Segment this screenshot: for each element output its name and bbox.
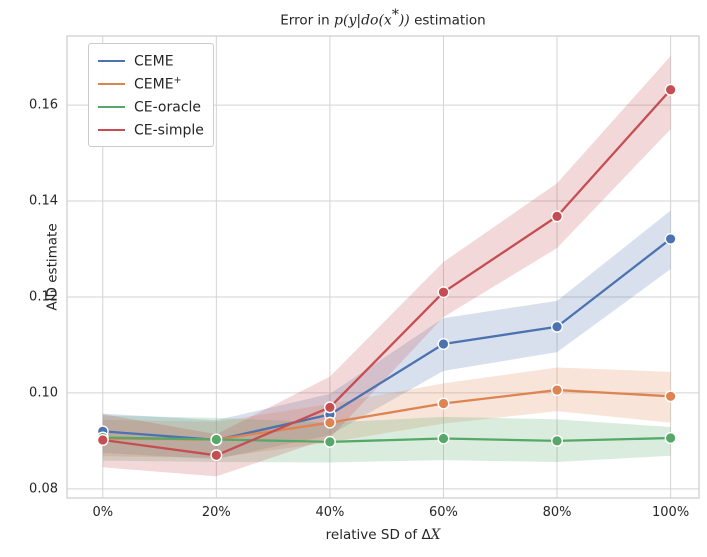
legend-label: CEME+ (134, 74, 182, 93)
chart-title: Error in p(y|do(x*)) estimation (67, 7, 699, 29)
data-point-marker (437, 432, 450, 445)
x-tick-label: 0% (92, 505, 114, 520)
data-point-marker (551, 210, 564, 223)
series-line (101, 88, 672, 457)
data-point-marker (210, 433, 223, 446)
legend-label: CE-simple (134, 122, 204, 139)
data-point-marker (323, 401, 336, 414)
legend-item-ce-oracle: CE-oracle (98, 95, 204, 118)
legend: CEME CEME+ CE-oracle CE-simple (88, 43, 214, 147)
chart-title-text: Error in (280, 12, 335, 29)
x-axis-label: relative SD of ΔX (67, 527, 699, 543)
x-axis-label-math: X (430, 527, 441, 543)
chart-title-math: p(y|do(x (334, 12, 392, 29)
legend-item-ceme-plus: CEME+ (98, 72, 204, 95)
y-tick-label: 0.14 (29, 193, 58, 209)
legend-label: CEME (134, 53, 174, 70)
legend-line-sample (98, 82, 125, 85)
chart-title-suffix: estimation (409, 12, 486, 29)
x-tick-label: 40% (315, 505, 345, 520)
data-point-marker (437, 338, 450, 351)
data-point-marker (664, 232, 677, 245)
confidence-band (102, 56, 671, 477)
legend-line-sample (98, 59, 125, 62)
data-point-marker (323, 435, 336, 448)
x-tick-label: 60% (429, 505, 458, 520)
x-tick-label: 100% (652, 505, 690, 520)
axes-frame (66, 35, 700, 499)
data-point-marker (664, 432, 677, 445)
data-point-marker (437, 286, 450, 299)
data-point-marker (96, 433, 109, 446)
data-point-marker (551, 434, 564, 447)
data-point-marker (210, 449, 223, 462)
x-axis-label-text: relative SD of Δ (325, 527, 431, 543)
data-point-marker (664, 390, 677, 403)
chart-title-math-close: )) (398, 12, 410, 29)
x-tick-label: 20% (201, 505, 231, 520)
x-tick-label: 80% (542, 505, 572, 520)
chart-title-star: * (391, 7, 399, 23)
confidence-band (102, 210, 671, 460)
y-tick-label: 0.12 (29, 289, 58, 305)
confidence-band (102, 415, 671, 463)
legend-line-sample (98, 128, 125, 131)
data-point-marker (551, 384, 564, 397)
y-tick-label: 0.10 (29, 385, 58, 401)
data-point-marker (323, 416, 336, 429)
series-line (101, 436, 672, 444)
legend-line-sample (98, 105, 125, 108)
data-point-marker (551, 320, 564, 333)
y-tick-label: 0.08 (29, 481, 58, 497)
legend-item-ce-simple: CE-simple (98, 118, 204, 141)
legend-item-ceme: CEME (98, 49, 204, 72)
data-point-marker (664, 83, 677, 96)
y-tick-label: 0.16 (29, 97, 58, 113)
legend-label: CE-oracle (134, 99, 202, 116)
data-point-marker (437, 397, 450, 410)
